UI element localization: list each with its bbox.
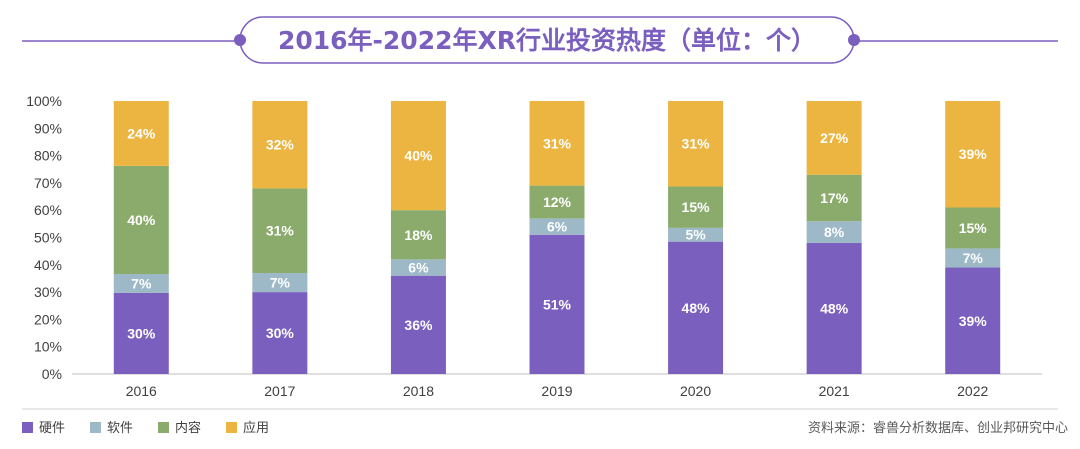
bar-segment-2017-应用 <box>252 101 308 189</box>
bar-segment-2019-内容 <box>529 185 585 219</box>
y-tick-label: 0% <box>42 366 62 382</box>
data-label: 8% <box>824 224 845 240</box>
data-label: 7% <box>963 250 984 266</box>
legend-swatch <box>22 422 33 433</box>
bar-segment-2020-内容 <box>668 186 724 228</box>
x-tick-label: 2017 <box>264 383 295 399</box>
bar-segment-2017-硬件 <box>252 292 308 374</box>
data-label: 5% <box>685 227 706 243</box>
data-label: 31% <box>266 223 295 239</box>
source-note: 资料来源：睿兽分析数据库、创业邦研究中心 <box>808 420 1068 436</box>
chart-title: 2016年-2022年XR行业投资热度（单位：个） <box>278 26 816 55</box>
bar-segment-2017-软件 <box>252 272 308 293</box>
y-tick-label: 100% <box>26 93 62 109</box>
y-tick-label: 50% <box>34 230 62 246</box>
y-tick-label: 20% <box>34 311 62 327</box>
y-axis: 0% 10% 20% 30% 40% 50% 60% 70% 80% 90% 100% <box>26 93 62 382</box>
bar-segment-2020-应用 <box>668 101 724 187</box>
data-label: 31% <box>682 136 711 152</box>
x-tick-label: 2016 <box>126 383 157 399</box>
data-label: 36% <box>404 317 433 333</box>
data-label: 40% <box>404 148 433 164</box>
data-label: 32% <box>266 137 295 153</box>
bar-segment-2020-硬件 <box>668 241 724 374</box>
data-label: 7% <box>131 275 152 291</box>
legend-label: 内容 <box>175 420 201 436</box>
bar-segment-2020-软件 <box>668 227 724 242</box>
data-label: 6% <box>408 260 429 276</box>
data-label: 6% <box>547 219 568 235</box>
bar-segment-2022-软件 <box>945 248 1001 268</box>
data-label: 15% <box>682 199 711 215</box>
bars: 30% 7% 40% 24% 30% 7% 31% 32% 36% 6% 18% 40% 51% 6% 12… <box>113 101 1001 374</box>
data-label: 48% <box>820 300 849 316</box>
legend-swatch <box>158 422 169 433</box>
x-tick-label: 2019 <box>541 383 572 399</box>
bar-segment-2021-内容 <box>806 174 862 222</box>
legend-label: 软件 <box>107 421 133 436</box>
legend-swatch <box>90 422 101 433</box>
legend-swatch <box>226 422 237 433</box>
legend: 硬件 软件 内容 应用 <box>22 420 269 436</box>
bar-segment-2016-软件 <box>113 273 169 293</box>
data-label: 39% <box>959 146 988 162</box>
data-label: 15% <box>959 220 988 236</box>
title-dot-right <box>848 34 860 46</box>
bar-segment-2018-软件 <box>390 259 446 276</box>
bar-segment-2021-硬件 <box>806 242 862 374</box>
y-tick-label: 60% <box>34 202 62 218</box>
x-tick-label: 2020 <box>680 383 711 399</box>
bar-segment-2018-应用 <box>390 101 446 211</box>
y-tick-label: 10% <box>34 339 62 355</box>
legend-label: 应用 <box>243 420 269 436</box>
data-label: 31% <box>543 135 572 151</box>
y-tick-label: 90% <box>34 120 62 136</box>
bar-segment-2019-硬件 <box>529 234 585 374</box>
data-label: 24% <box>127 125 156 141</box>
data-label: 7% <box>270 275 291 291</box>
data-label: 30% <box>127 325 156 341</box>
legend-label: 硬件 <box>39 421 65 436</box>
bar-segment-2021-软件 <box>806 221 862 243</box>
y-tick-label: 80% <box>34 148 62 164</box>
bar-segment-2017-内容 <box>252 188 308 273</box>
bar-segment-2021-应用 <box>806 101 862 175</box>
data-label: 30% <box>266 325 295 341</box>
bar-segment-2019-应用 <box>529 101 585 186</box>
bar-segment-2016-硬件 <box>113 292 169 374</box>
x-tick-label: 2021 <box>819 383 850 399</box>
y-tick-label: 70% <box>34 175 62 191</box>
title-dot-left <box>234 34 246 46</box>
bar-segment-2022-内容 <box>945 207 1001 249</box>
x-axis: 2016 2017 2018 2019 2020 2021 2022 <box>126 383 989 399</box>
data-label: 12% <box>543 194 572 210</box>
data-label: 18% <box>404 227 433 243</box>
data-label: 39% <box>959 313 988 329</box>
bar-segment-2022-应用 <box>945 101 1001 208</box>
bar-segment-2018-内容 <box>390 210 446 260</box>
data-label: 17% <box>820 190 849 206</box>
data-label: 51% <box>543 296 572 312</box>
bar-segment-2022-硬件 <box>945 267 1001 374</box>
x-tick-label: 2018 <box>403 383 434 399</box>
y-tick-label: 40% <box>34 257 62 273</box>
bar-segment-2016-应用 <box>113 101 169 166</box>
y-tick-label: 30% <box>34 284 62 300</box>
bar-segment-2016-内容 <box>113 165 169 274</box>
data-label: 27% <box>820 130 849 146</box>
bar-segment-2019-软件 <box>529 218 585 235</box>
data-label: 48% <box>682 300 711 316</box>
title-banner: 2016年-2022年XR行业投资热度（单位：个） <box>22 16 1058 64</box>
bar-segment-2018-硬件 <box>390 275 446 374</box>
data-label: 40% <box>127 212 156 228</box>
x-tick-label: 2022 <box>957 383 988 399</box>
